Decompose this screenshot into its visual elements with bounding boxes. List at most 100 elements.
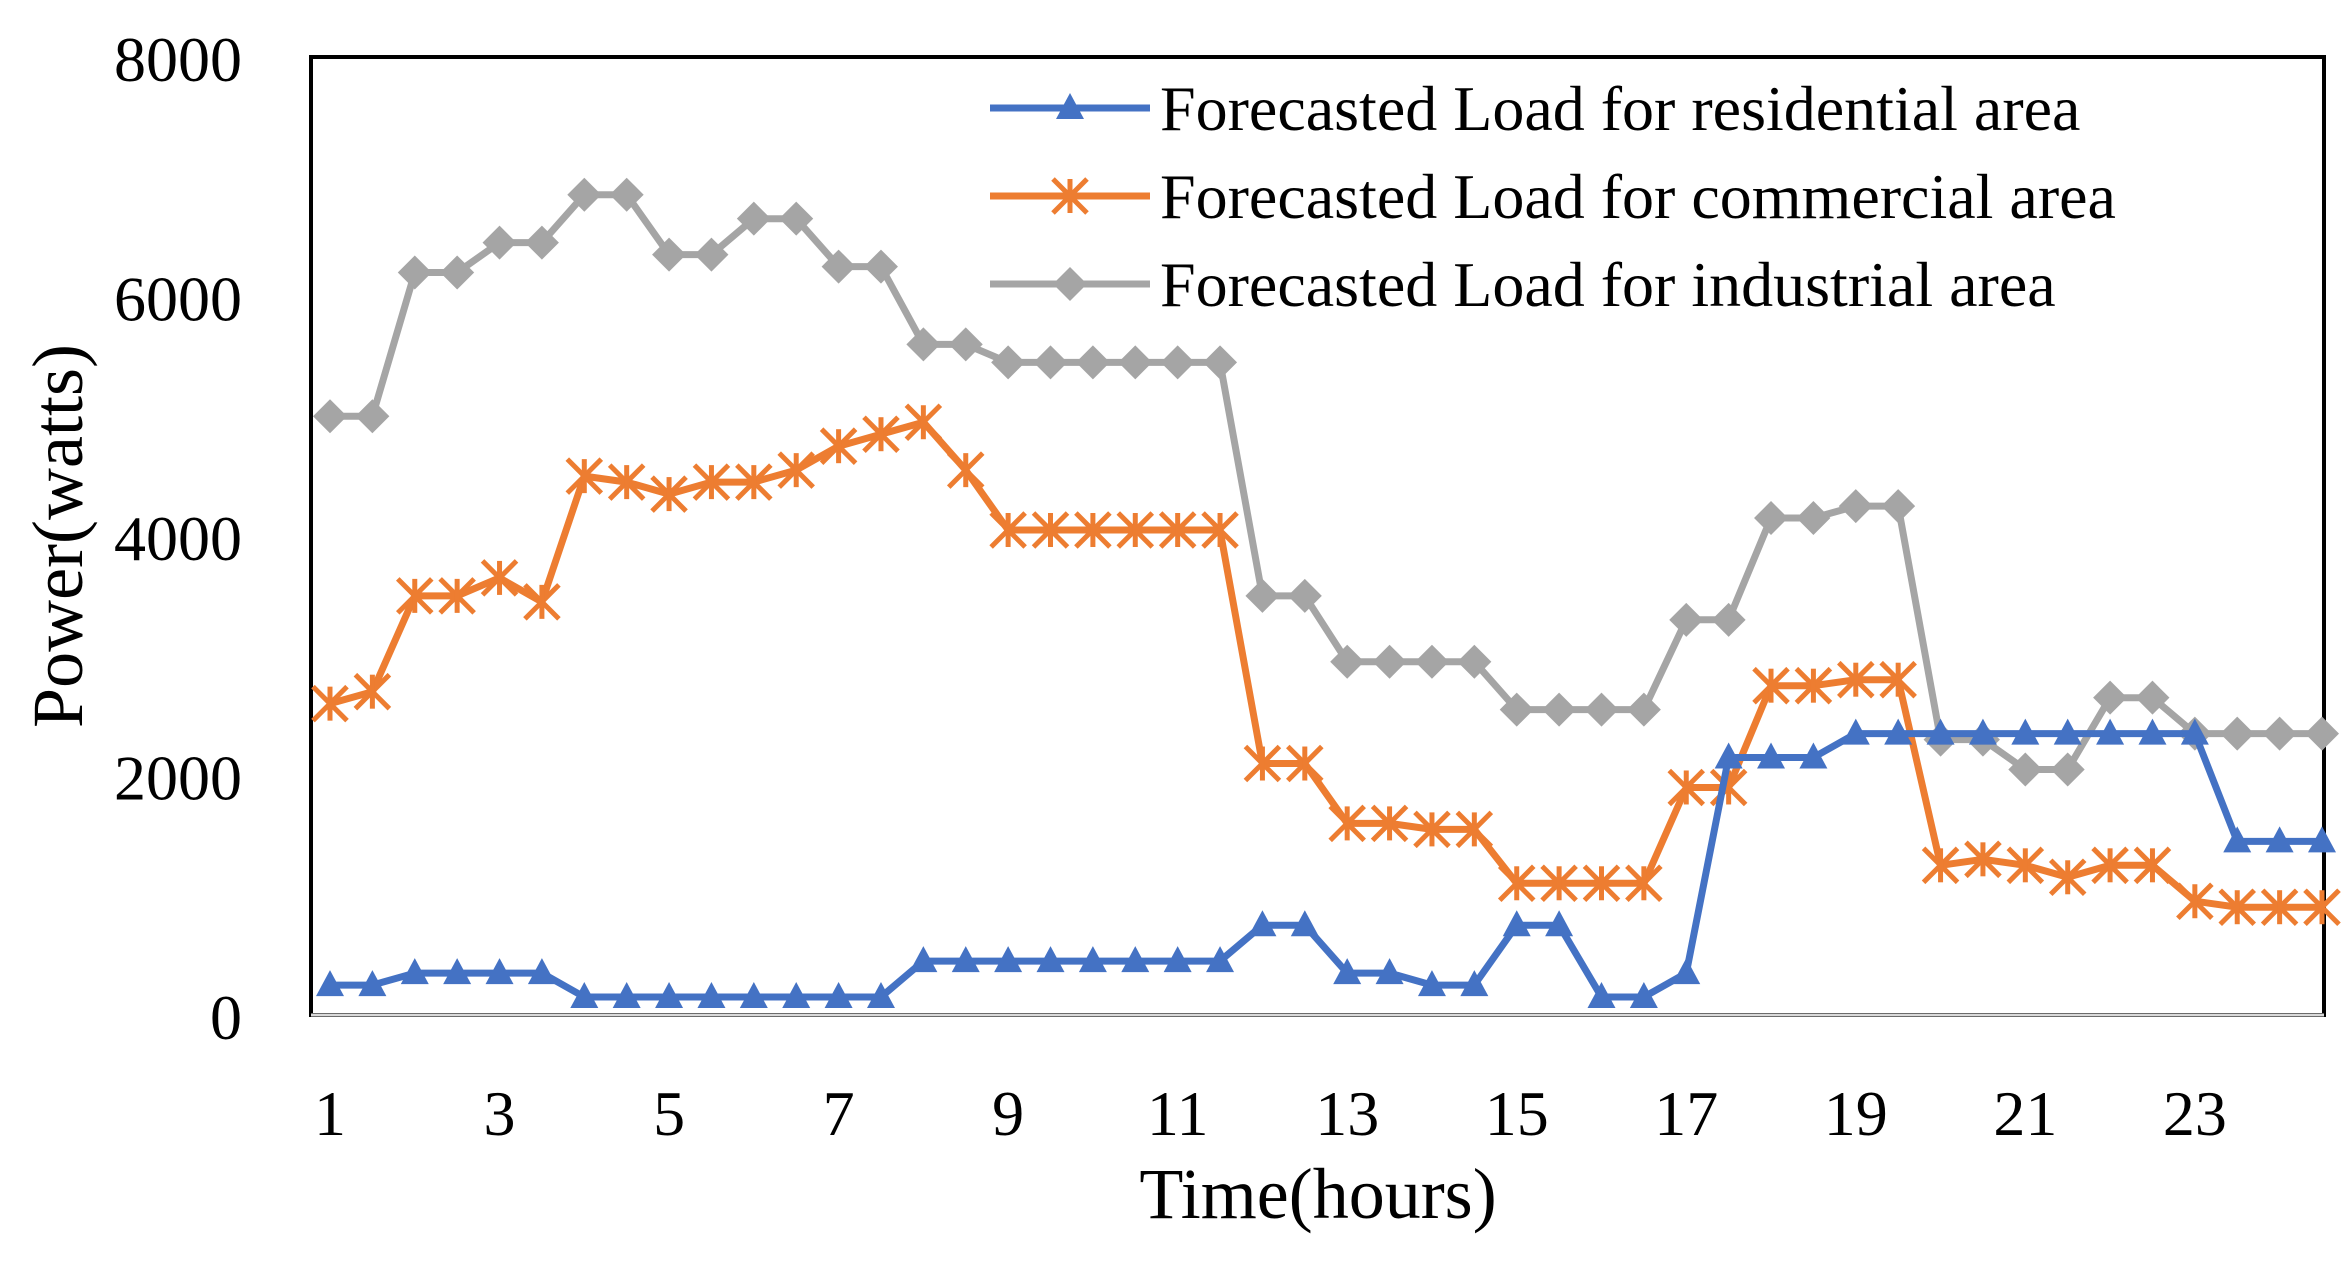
data-point <box>2265 826 2294 853</box>
data-point <box>480 559 519 597</box>
data-point <box>1626 692 1661 727</box>
data-point <box>2096 718 2125 745</box>
data-point <box>1796 501 1831 536</box>
data-point <box>1625 864 1663 903</box>
data-point <box>2220 716 2255 751</box>
data-point <box>311 684 349 723</box>
data-point <box>1714 742 1743 769</box>
x-tick-label: 21 <box>1993 1078 2057 1149</box>
data-point <box>655 982 684 1009</box>
data-point <box>570 982 599 1009</box>
x-tick-label: 9 <box>992 1078 1024 1149</box>
data-point <box>2053 718 2082 745</box>
legend-item: Forecasted Load for commercial area <box>990 161 2116 232</box>
data-point <box>1879 660 1917 699</box>
data-point <box>1754 501 1789 536</box>
data-point <box>2308 826 2336 853</box>
data-point <box>2008 752 2043 787</box>
data-point <box>482 225 517 260</box>
data-point <box>1075 345 1110 380</box>
data-point <box>1457 644 1492 679</box>
data-point <box>1545 910 1574 937</box>
legend-marker <box>1051 177 1089 215</box>
data-point <box>1672 958 1701 985</box>
data-point <box>906 327 941 362</box>
data-point <box>2050 752 2085 787</box>
data-point <box>2048 858 2087 897</box>
data-point <box>652 237 687 272</box>
series-asterisk <box>311 403 2341 926</box>
data-point <box>1372 644 1407 679</box>
x-tick-label: 13 <box>1315 1078 1379 1149</box>
legend-label: Forecasted Load for industrial area <box>1160 249 2056 320</box>
data-point <box>1375 958 1404 985</box>
data-point <box>994 946 1023 973</box>
x-tick-label: 11 <box>1147 1078 1209 1149</box>
data-point <box>948 327 983 362</box>
data-point <box>443 958 472 985</box>
data-point <box>824 982 853 1009</box>
data-point <box>1837 660 1875 699</box>
data-point <box>991 345 1026 380</box>
data-point <box>438 577 476 615</box>
data-point <box>863 249 898 284</box>
data-point <box>1074 511 1112 549</box>
data-point <box>1455 810 1494 849</box>
data-point <box>909 946 938 973</box>
data-point <box>1752 666 1790 705</box>
data-point <box>736 201 771 236</box>
data-point <box>1031 511 1070 549</box>
data-point <box>607 463 646 501</box>
series-triangle <box>316 718 2336 1009</box>
x-tick-label: 17 <box>1654 1078 1718 1149</box>
data-point <box>1158 511 1197 549</box>
data-point <box>1417 970 1446 997</box>
data-point <box>1290 910 1319 937</box>
series-layer <box>311 177 2341 1009</box>
data-point <box>1287 578 1322 613</box>
y-tick-label: 6000 <box>114 264 242 335</box>
data-point <box>1328 804 1366 843</box>
y-axis-ticks: 0 2000 4000 6000 8000 <box>114 24 242 1053</box>
data-point <box>1757 742 1786 769</box>
data-point <box>1587 982 1616 1009</box>
data-point <box>2176 882 2214 921</box>
data-point <box>1121 946 1150 973</box>
data-point <box>904 403 943 442</box>
data-point <box>819 427 858 465</box>
data-point <box>440 255 475 290</box>
data-point <box>524 225 559 260</box>
data-point <box>1033 345 1068 380</box>
data-point <box>1968 718 1997 745</box>
data-point <box>1497 864 1536 903</box>
data-point <box>2262 716 2297 751</box>
data-point <box>779 201 814 236</box>
data-point <box>2138 718 2167 745</box>
data-point <box>1799 742 1828 769</box>
data-point <box>2260 888 2299 926</box>
data-point <box>782 982 811 1009</box>
data-point <box>1160 345 1195 380</box>
legend-marker <box>1056 93 1084 119</box>
data-point <box>1499 692 1534 727</box>
data-point <box>1333 958 1362 985</box>
legend-item: Forecasted Load for residential area <box>990 73 2080 144</box>
data-point <box>1330 644 1365 679</box>
data-point <box>2223 826 2252 853</box>
legend-label: Forecasted Load for commercial area <box>1160 161 2116 232</box>
data-point <box>1248 910 1277 937</box>
data-point <box>951 946 980 973</box>
data-point <box>395 577 434 615</box>
data-point <box>2091 846 2129 885</box>
data-point <box>523 583 561 621</box>
data-point <box>353 672 392 711</box>
x-tick-label: 19 <box>1824 1078 1888 1149</box>
data-point <box>1243 744 1282 783</box>
data-point <box>1926 718 1955 745</box>
data-point <box>2135 680 2170 715</box>
data-point <box>989 511 1027 549</box>
data-point <box>1542 692 1577 727</box>
data-point <box>313 399 347 434</box>
data-point <box>2305 716 2339 751</box>
